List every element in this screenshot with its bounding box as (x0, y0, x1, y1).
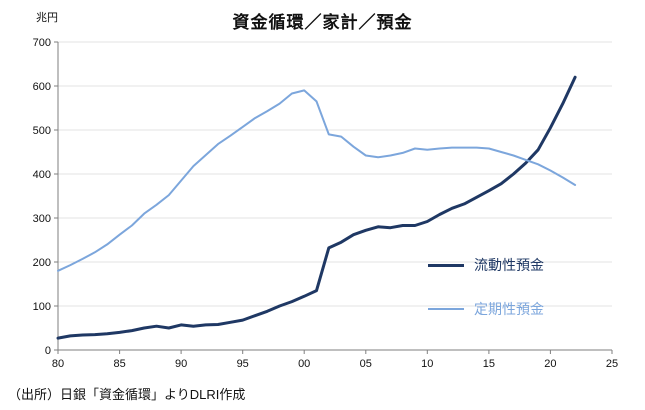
svg-text:10: 10 (421, 358, 433, 370)
svg-text:100: 100 (33, 301, 51, 313)
svg-text:05: 05 (360, 358, 372, 370)
svg-text:300: 300 (33, 213, 51, 225)
svg-text:15: 15 (483, 358, 495, 370)
legend-item-liquid-deposits: 流動性預金 (428, 256, 544, 274)
legend-line-swatch-time (428, 308, 464, 310)
legend-label-time: 定期性預金 (474, 301, 544, 317)
svg-text:80: 80 (52, 358, 64, 370)
svg-text:00: 00 (298, 358, 310, 370)
legend-item-time-deposits: 定期性預金 (428, 300, 544, 318)
legend-label-liquid: 流動性預金 (474, 257, 544, 273)
svg-text:500: 500 (33, 125, 51, 137)
svg-text:85: 85 (113, 358, 125, 370)
svg-text:20: 20 (544, 358, 556, 370)
svg-text:200: 200 (33, 257, 51, 269)
legend-line-swatch-liquid (428, 263, 464, 267)
svg-text:25: 25 (606, 358, 618, 370)
chart-title: 資金循環／家計／預金 (232, 13, 413, 32)
source-note: （出所）日銀「資金循環」よりDLRI作成 (8, 387, 246, 402)
svg-text:700: 700 (33, 37, 51, 49)
svg-text:0: 0 (45, 345, 51, 357)
line-chart-plot-area: 0 100 200 300 400 500 600 700 80 85 90 95 00 05 10 15 20… (33, 37, 618, 370)
svg-text:600: 600 (33, 81, 51, 93)
svg-text:400: 400 (33, 169, 51, 181)
chart-legend: 流動性預金 定期性預金 (428, 256, 544, 318)
y-axis-unit-label: 兆円 (36, 12, 58, 24)
svg-text:90: 90 (175, 358, 187, 370)
svg-text:95: 95 (237, 358, 249, 370)
